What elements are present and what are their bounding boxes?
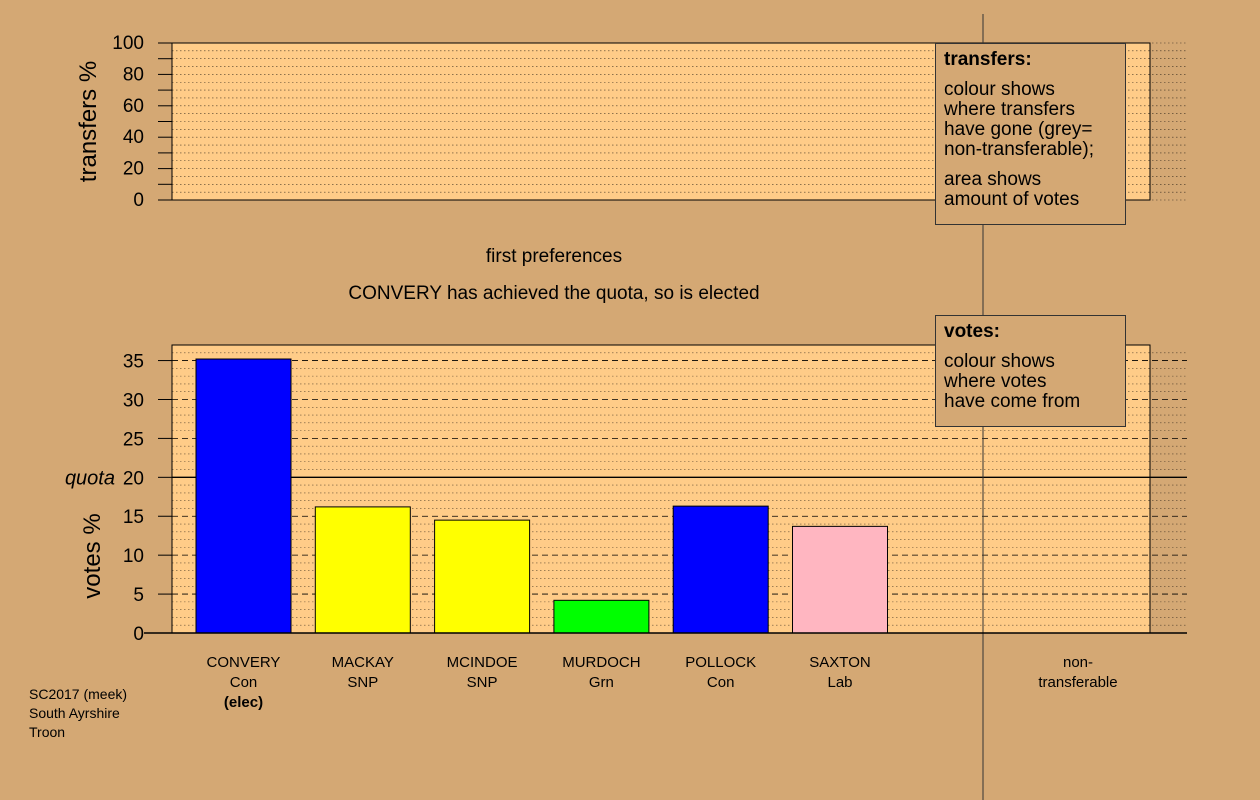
nontransferable-line: transferable [1038, 674, 1118, 691]
candidate-party: SNP [466, 674, 498, 691]
candidate-label: MCINDOE SNP [417, 653, 547, 693]
bar-saxton [792, 525, 888, 634]
transfers-legend-text-1: colour shows where transfers have gone (… [944, 80, 1117, 160]
footer-line: South Ayrshire [29, 705, 120, 721]
candidate-party: Con [706, 674, 735, 691]
footer-line: Troon [29, 724, 66, 740]
candidate-label: MURDOCH Grn [536, 653, 666, 693]
nontransferable-label: non-transferable [1013, 653, 1143, 693]
candidate-name: MCINDOE [446, 654, 518, 671]
votes-legend: votes: colour shows where votes have com… [935, 315, 1126, 427]
bar-mackay [314, 506, 411, 634]
transfers-legend: transfers: colour shows where transfers … [935, 43, 1126, 225]
votes-y-tick-label: 10 [123, 546, 144, 567]
footer: SC2017 (meek) South Ayrshire Troon [29, 685, 127, 742]
transfers-legend-line: non-transferable); [944, 139, 1094, 160]
transfers-legend-line: colour shows [944, 79, 1055, 100]
candidate-name: SAXTON [809, 654, 871, 671]
candidate-party: Grn [588, 674, 614, 691]
transfers-y-tick-label: 80 [123, 64, 144, 85]
bar-mcindoe [434, 519, 531, 634]
votes-y-axis-label: votes % [79, 513, 106, 598]
votes-legend-text: colour shows where votes have come from [944, 352, 1117, 412]
candidate-label: MACKAY SNP [298, 653, 428, 693]
bar-convery [195, 358, 292, 634]
candidate-label: SAXTON Lab [775, 653, 905, 693]
bar-pollock [672, 505, 769, 634]
candidate-party: SNP [347, 674, 379, 691]
transfers-legend-line: where transfers [944, 99, 1075, 120]
candidate-name: POLLOCK [685, 654, 757, 671]
votes-legend-line: colour shows [944, 351, 1055, 372]
transfers-y-tick-label: 40 [123, 127, 144, 148]
candidate-name: CONVERY [206, 654, 281, 671]
votes-y-tick-label: 30 [123, 390, 144, 411]
votes-y-tick-label: 25 [123, 429, 144, 450]
chart-title: CONVERY has achieved the quota, so is el… [348, 283, 760, 304]
nontransferable-line: non- [1062, 654, 1094, 671]
transfers-y-tick-label: 20 [123, 159, 144, 180]
votes-legend-title: votes: [944, 321, 1000, 342]
transfers-legend-text-2: area shows amount of votes [944, 170, 1117, 210]
votes-y-tick-label: 0 [133, 624, 144, 645]
transfers-legend-line: amount of votes [944, 189, 1080, 210]
votes-y-tick-label: 20 [123, 468, 144, 489]
chart-subtitle: first preferences [485, 246, 623, 267]
candidate-name: MACKAY [331, 654, 394, 671]
bar-murdoch [553, 599, 650, 634]
transfers-y-tick-label: 100 [112, 33, 144, 54]
votes-y-tick-label: 5 [133, 585, 144, 606]
candidate-party: Con [229, 674, 258, 691]
candidate-label: CONVERY Con (elec) [179, 653, 309, 713]
quota-label: quota [65, 467, 115, 489]
votes-legend-line: have come from [944, 391, 1081, 412]
transfers-legend-line: have gone (grey= [944, 119, 1093, 140]
votes-y-tick-label: 35 [123, 352, 144, 373]
elected-note: (elec) [223, 694, 264, 711]
transfers-y-axis-label: transfers % [75, 61, 102, 182]
votes-legend-line: where votes [944, 371, 1047, 392]
transfers-legend-title: transfers: [944, 49, 1032, 70]
footer-line: SC2017 (meek) [29, 686, 128, 702]
transfers-y-tick-label: 60 [123, 96, 144, 117]
transfers-y-tick-label: 0 [133, 190, 144, 211]
candidate-party: Lab [827, 674, 853, 691]
candidate-label: POLLOCK Con [656, 653, 786, 693]
candidate-name: MURDOCH [562, 654, 641, 671]
transfers-legend-line: area shows [944, 169, 1042, 190]
votes-y-tick-label: 15 [123, 507, 144, 528]
